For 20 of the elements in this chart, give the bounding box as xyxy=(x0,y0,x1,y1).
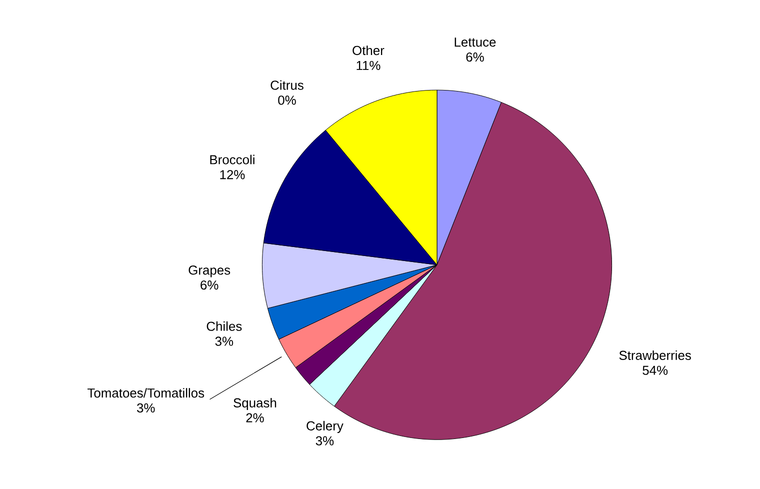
category-label: Citrus xyxy=(270,80,304,90)
data-label: 6% xyxy=(200,280,218,290)
slice-label: Celery xyxy=(306,420,344,433)
data-label: 3% xyxy=(215,336,234,346)
data-label: 3% xyxy=(316,436,334,446)
data-label: 2% xyxy=(246,413,264,422)
slice-label: Squash xyxy=(234,398,276,410)
slice-label: Other xyxy=(352,46,384,56)
text: 0% xyxy=(278,96,296,105)
data-label: 3% xyxy=(137,403,155,413)
data-label: 11% xyxy=(356,60,380,70)
slice-label: Strawberries xyxy=(619,350,691,360)
slice-label: Grapes xyxy=(188,266,230,278)
slice-label: Chiles xyxy=(206,321,242,331)
slice-label: Lettuce xyxy=(454,38,496,47)
data-label: 54% xyxy=(642,366,668,375)
data-label: 12% xyxy=(220,170,245,180)
slice-label: Broccoli xyxy=(210,154,254,164)
data-label: 6% xyxy=(466,52,484,62)
slice-label: Tomatoes/Tomatillos xyxy=(88,388,204,398)
